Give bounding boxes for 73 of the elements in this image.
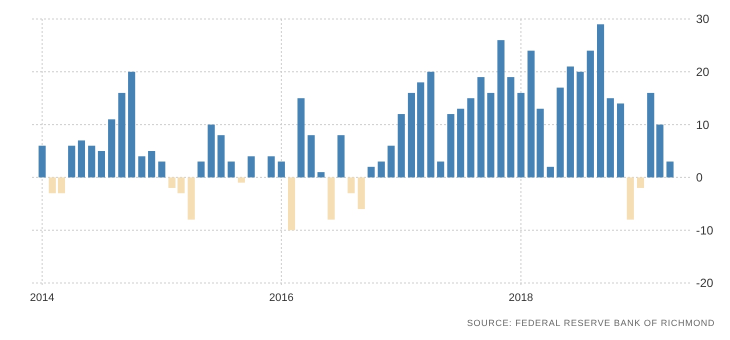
bar — [288, 177, 296, 230]
bar — [348, 177, 355, 194]
bar — [616, 103, 624, 178]
bar — [368, 166, 375, 178]
bar — [278, 162, 285, 178]
bar — [88, 146, 96, 178]
bar — [158, 162, 166, 178]
bar — [528, 50, 535, 178]
x-tick-label: 2014 — [30, 292, 54, 304]
bar — [208, 124, 215, 178]
bar — [546, 166, 554, 178]
bar — [248, 156, 255, 178]
y-tick-label: 20 — [696, 65, 710, 79]
bar — [218, 135, 225, 178]
bar — [606, 98, 614, 178]
source-note: SOURCE: FEDERAL RESERVE BANK OF RICHMOND — [466, 318, 715, 328]
bar — [447, 114, 454, 178]
bar — [138, 156, 146, 178]
bar — [517, 92, 524, 178]
bar — [626, 177, 634, 220]
bar — [378, 162, 385, 178]
y-tick-label: 30 — [696, 12, 710, 26]
bar — [228, 162, 235, 178]
bar — [467, 98, 474, 178]
bar — [408, 92, 416, 178]
bar — [118, 92, 126, 178]
bar — [108, 119, 116, 178]
bar — [198, 162, 205, 178]
bar — [317, 172, 325, 178]
bar — [666, 162, 674, 178]
bar — [586, 50, 594, 178]
bar — [178, 177, 185, 194]
bar — [556, 88, 564, 178]
bar — [358, 177, 365, 210]
bar — [647, 92, 654, 178]
bar — [536, 108, 544, 178]
bar — [417, 82, 424, 178]
bar — [437, 162, 444, 178]
bar — [148, 151, 156, 178]
y-tick-label: -20 — [696, 276, 714, 290]
bar — [58, 177, 66, 194]
x-tick-label: 2016 — [269, 292, 294, 304]
bar — [656, 124, 664, 178]
bar — [128, 72, 136, 178]
bar — [398, 114, 405, 178]
bar — [48, 177, 56, 194]
y-tick-label: -10 — [696, 223, 714, 238]
bar — [78, 140, 86, 178]
bar — [98, 151, 106, 178]
y-tick-label: 10 — [696, 118, 710, 132]
bar — [497, 40, 504, 178]
bar — [636, 177, 644, 188]
bar — [168, 177, 176, 188]
y-tick-label: 0 — [696, 170, 703, 185]
bar — [487, 92, 494, 178]
bar — [188, 177, 195, 220]
bar — [596, 24, 604, 178]
bar — [576, 72, 584, 178]
bar — [477, 77, 484, 178]
bar — [566, 66, 574, 178]
bar — [297, 98, 305, 178]
bar — [268, 156, 275, 178]
bar — [427, 72, 434, 178]
bar — [68, 146, 76, 178]
bar — [328, 177, 335, 220]
bar — [457, 108, 464, 178]
bar — [308, 135, 315, 178]
bar — [507, 77, 514, 178]
bar — [337, 135, 345, 178]
x-tick-label: 2018 — [508, 292, 534, 304]
bar — [388, 146, 395, 178]
bar — [38, 146, 46, 178]
bar — [238, 177, 245, 183]
